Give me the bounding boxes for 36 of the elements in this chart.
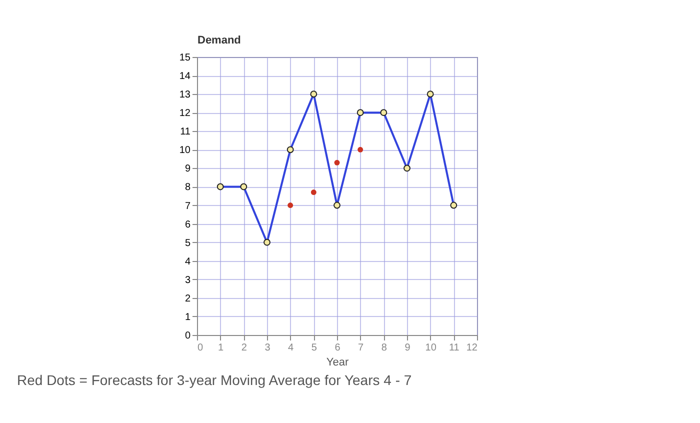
y-tick-label: 15 [179, 52, 191, 64]
point [358, 146, 364, 152]
point [288, 202, 294, 208]
y-tick-label: 7 [184, 200, 191, 212]
y-tick-label: 4 [184, 256, 191, 268]
x-tick-label: 5 [311, 342, 318, 354]
x-axis-title: Year [326, 356, 349, 368]
y-tick-label: 9 [184, 164, 191, 175]
y-tick-label: 12 [179, 108, 191, 120]
y-tick-label: 5 [184, 238, 191, 249]
point [310, 190, 316, 196]
x-tick-label: 8 [381, 342, 388, 354]
x-tick-label: 7 [358, 342, 364, 354]
x-tick-label: 10 [425, 342, 437, 354]
y-axis-title: Demand [198, 34, 241, 46]
y-tick-label: 10 [179, 145, 191, 156]
x-tick-label: 11 [448, 342, 460, 354]
x-tick-label: 6 [334, 342, 341, 354]
x-tick-label: 1 [218, 342, 224, 354]
x-tick-label: 2 [241, 342, 248, 354]
point [334, 160, 340, 166]
y-tick-label: 1 [184, 312, 191, 323]
y-tick-label: 11 [180, 126, 191, 138]
y-tick-label: 14 [179, 71, 191, 82]
y-tick-label: 3 [184, 274, 191, 286]
y-tick-label: 2 [184, 293, 191, 304]
y-tick-label: 0 [184, 330, 191, 342]
y-tick-label: 8 [184, 182, 191, 194]
x-tick-label: 3 [264, 342, 271, 354]
x-tick-label: 12 [466, 342, 478, 354]
text: Red Dots = Forecasts for 3-year Moving Average for Years 4 - 7 [17, 372, 412, 388]
x-tick-label: 0 [198, 342, 204, 354]
y-tick-label: 6 [184, 219, 191, 230]
x-tick-label: 9 [404, 342, 411, 354]
x-tick-label: 4 [288, 342, 294, 354]
y-tick-label: 13 [179, 90, 191, 101]
